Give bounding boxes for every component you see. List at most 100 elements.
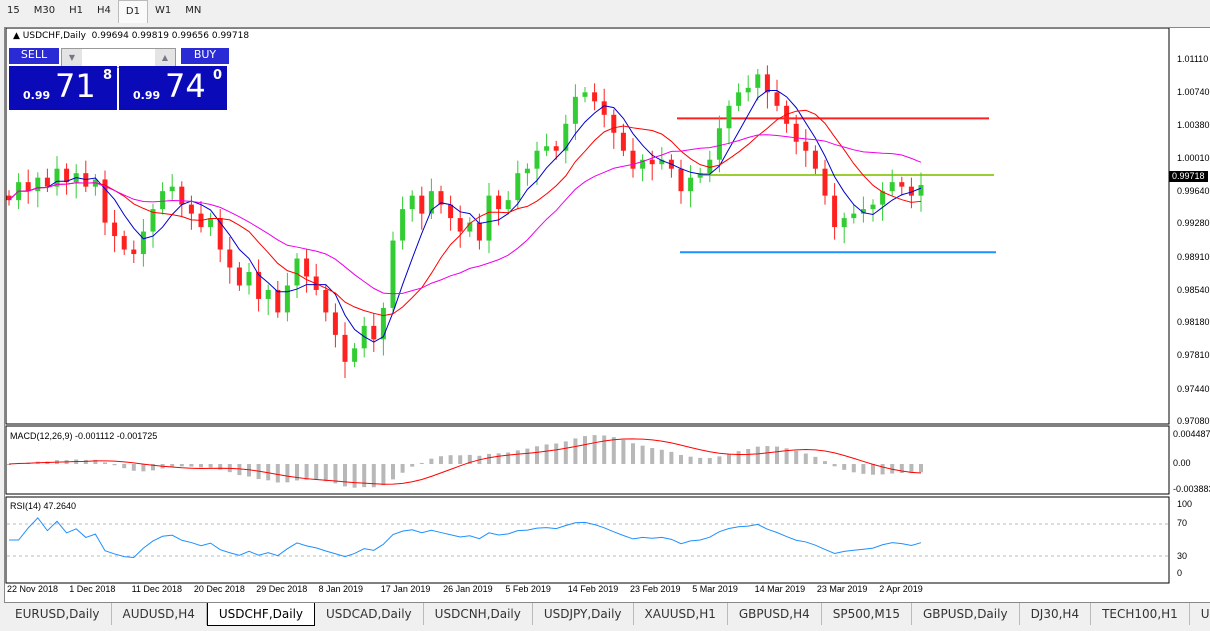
price-tick-label: 1.00380: [1177, 119, 1210, 130]
candle-body: [448, 204, 454, 219]
candle-body: [342, 334, 348, 362]
candle-body: [860, 209, 866, 214]
chart-tab[interactable]: EURUSD,Daily: [4, 603, 112, 625]
chart-tab[interactable]: GBPUSD,Daily: [912, 603, 1020, 625]
timeframe-H1[interactable]: H1: [69, 5, 83, 16]
macd-histogram-bar: [736, 451, 741, 464]
macd-histogram-bar: [784, 448, 789, 464]
chart-tab[interactable]: TECH100,H1: [1091, 603, 1190, 625]
candle-body: [179, 186, 185, 205]
candle-body: [371, 325, 377, 340]
sell-price-button[interactable]: 0.99 71 8: [9, 66, 117, 110]
symbol-label: USDCHF,Daily: [22, 31, 86, 41]
candle-body: [25, 182, 31, 192]
candle-body: [496, 195, 502, 210]
timeframe-M30[interactable]: M30: [33, 5, 56, 16]
date-label: 23 Mar 2019: [816, 584, 868, 594]
chart-tab[interactable]: XAUUSD,H1: [634, 603, 728, 625]
chart-tab[interactable]: UKC: [1190, 603, 1210, 625]
timeframe-D1[interactable]: D1: [117, 0, 148, 23]
candle-body: [140, 231, 146, 255]
macd-histogram-bar: [544, 444, 549, 464]
candle-body: [457, 218, 463, 232]
timeframe-W1[interactable]: W1: [154, 5, 172, 16]
date-label: 5 Mar 2019: [692, 584, 738, 594]
macd-histogram-bar: [698, 457, 703, 464]
macd-histogram-bar: [448, 455, 453, 464]
candle-body: [227, 249, 233, 268]
buy-price-prefix: 0.99: [133, 89, 161, 102]
date-label: 29 Dec 2018: [256, 584, 308, 594]
macd-histogram-bar: [506, 452, 511, 464]
candle-body: [131, 249, 137, 255]
lot-size-stepper[interactable]: ▼ 5.00 ▲: [61, 48, 176, 68]
sell-price-prefix: 0.99: [23, 89, 51, 102]
chart-canvas[interactable]: [5, 28, 1210, 602]
candle-body: [793, 123, 799, 142]
macd-histogram-bar: [122, 464, 127, 469]
macd-histogram-bar: [179, 464, 184, 467]
buy-price-button[interactable]: 0.99 74 0: [119, 66, 227, 110]
candle-body: [582, 92, 588, 97]
date-label: 26 Jan 2019: [443, 584, 493, 594]
candle-body: [870, 204, 876, 210]
macd-histogram-bar: [352, 464, 357, 488]
chart-tab[interactable]: USDCHF,Daily: [206, 603, 316, 626]
candle-body: [486, 195, 492, 241]
chart-tab[interactable]: USDCNH,Daily: [424, 603, 533, 625]
candle-body: [6, 195, 12, 201]
macd-histogram-bar: [573, 438, 578, 464]
macd-histogram-bar: [83, 459, 88, 464]
date-label: 14 Feb 2019: [567, 584, 619, 594]
chart-tab[interactable]: GBPUSD,H4: [728, 603, 822, 625]
candle-body: [380, 307, 386, 340]
date-label: 17 Jan 2019: [380, 584, 431, 594]
chart-window[interactable]: ▲ USDCHF,Daily 0.99694 0.99819 0.99656 0…: [4, 27, 1210, 603]
macd-histogram-bar: [880, 464, 885, 475]
macd-histogram-bar: [323, 464, 328, 482]
chart-tab[interactable]: AUDUSD,H4: [112, 603, 207, 625]
candle-body: [246, 271, 252, 286]
timeframe-MN[interactable]: MN: [185, 5, 202, 16]
sell-button[interactable]: SELL: [9, 48, 59, 64]
timeframe-H4[interactable]: H4: [96, 5, 111, 16]
candle-body: [640, 159, 646, 169]
candle-body: [236, 267, 242, 286]
macd-histogram-bar: [688, 456, 693, 464]
macd-histogram-bar: [131, 464, 136, 471]
candle-body: [121, 236, 127, 250]
candle-body: [160, 191, 166, 210]
ma-fast-line: [8, 90, 922, 343]
macd-histogram-bar: [554, 443, 559, 464]
chart-tab[interactable]: USDCAD,Daily: [315, 603, 424, 625]
macd-histogram-bar: [458, 455, 463, 464]
macd-histogram-bar: [842, 464, 847, 470]
candle-body: [284, 285, 290, 313]
chart-tab[interactable]: USDJPY,Daily: [533, 603, 634, 625]
price-tick-label: 0.98180: [1177, 317, 1210, 328]
candle-body: [64, 168, 70, 183]
macd-histogram-bar: [304, 464, 309, 480]
increase-lot-button[interactable]: ▲: [155, 49, 175, 67]
chart-tab[interactable]: SP500,M15: [822, 603, 912, 625]
chart-tab[interactable]: DJ30,H4: [1020, 603, 1092, 625]
candle-body: [678, 168, 684, 192]
candle-body: [572, 96, 578, 124]
decrease-lot-button[interactable]: ▼: [62, 49, 82, 67]
ma-mid-line: [8, 109, 922, 317]
lot-size-input[interactable]: 5.00: [124, 51, 150, 64]
buy-button[interactable]: BUY: [181, 48, 229, 64]
candle-body: [649, 159, 655, 165]
macd-histogram-bar: [775, 446, 779, 464]
macd-histogram-bar: [496, 453, 501, 464]
macd-histogram-bar: [707, 458, 712, 464]
price-tick-label: 0.97440: [1177, 383, 1210, 394]
candle-body: [899, 182, 905, 187]
macd-tick-label: 0.00: [1173, 458, 1191, 468]
macd-signal-line: [8, 438, 922, 485]
candle-body: [534, 150, 540, 169]
rsi-tick-label: 30: [1177, 551, 1188, 561]
candle-body: [726, 105, 732, 129]
candle-body: [467, 222, 473, 232]
timeframe-15[interactable]: 15: [7, 5, 20, 16]
